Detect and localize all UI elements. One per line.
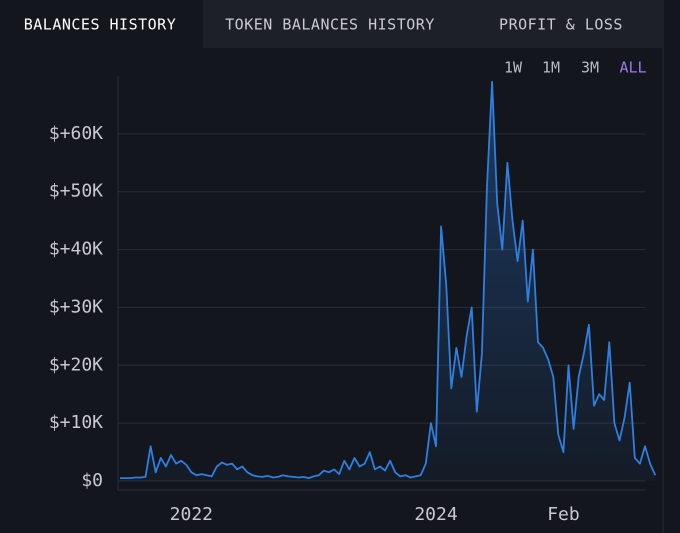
tab[interactable]: PROFIT & LOSS: [499, 16, 623, 34]
y-tick-label: $+20K: [49, 354, 103, 375]
area: [120, 81, 656, 482]
y-tick-label: $+50K: [49, 181, 103, 202]
range-button[interactable]: 1W: [504, 59, 523, 77]
y-tick-label: $+40K: [49, 239, 103, 260]
x-tick-label: Feb: [547, 504, 580, 525]
range-button[interactable]: ALL: [619, 59, 646, 77]
y-tick-label: $+60K: [49, 123, 103, 144]
tab[interactable]: TOKEN BALANCES HISTORY: [225, 16, 435, 34]
tab-bar: [203, 0, 663, 48]
y-tick-label: $+10K: [49, 412, 103, 433]
range-button[interactable]: 3M: [581, 59, 599, 77]
line: [120, 80, 657, 479]
tab[interactable]: BALANCES HISTORY: [24, 16, 177, 34]
y-tick-label: $0: [81, 470, 103, 491]
range-button[interactable]: 1M: [542, 59, 560, 77]
y-tick-label: $+30K: [49, 296, 103, 317]
active-tab-bg: [0, 0, 203, 48]
x-tick-label: 2022: [170, 504, 213, 525]
x-tick-label: 2024: [414, 504, 457, 525]
